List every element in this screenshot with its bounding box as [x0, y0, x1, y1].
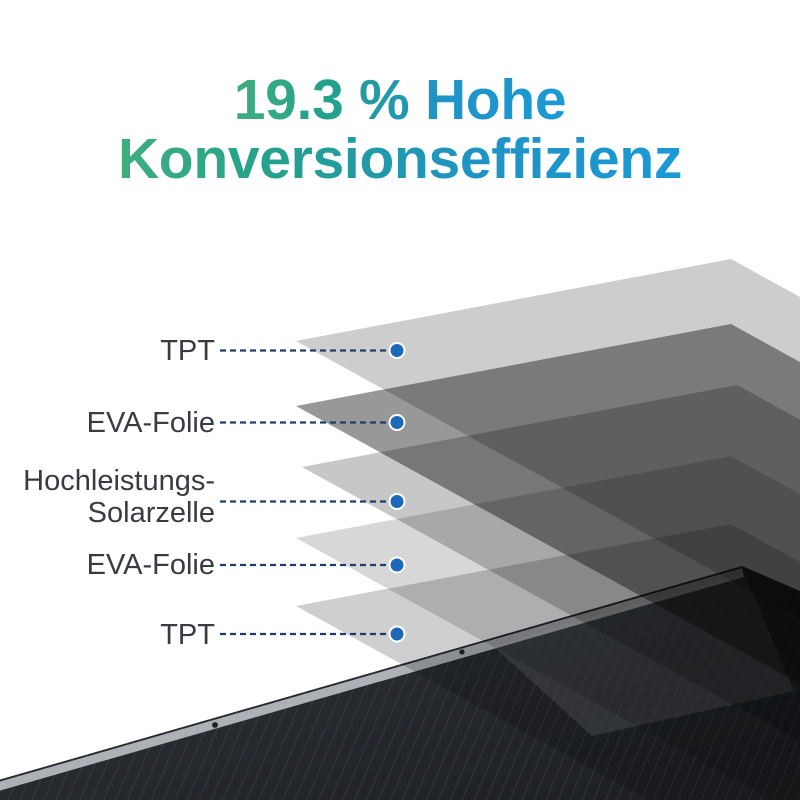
svg-text:EVA-Folie: EVA-Folie	[87, 407, 215, 439]
svg-text:TPT: TPT	[160, 619, 215, 651]
svg-text:EVA-Folie: EVA-Folie	[87, 549, 215, 581]
svg-text:Solarzelle: Solarzelle	[88, 497, 215, 529]
svg-text:Hochleistungs-: Hochleistungs-	[23, 465, 215, 497]
svg-text:TPT: TPT	[160, 335, 215, 367]
